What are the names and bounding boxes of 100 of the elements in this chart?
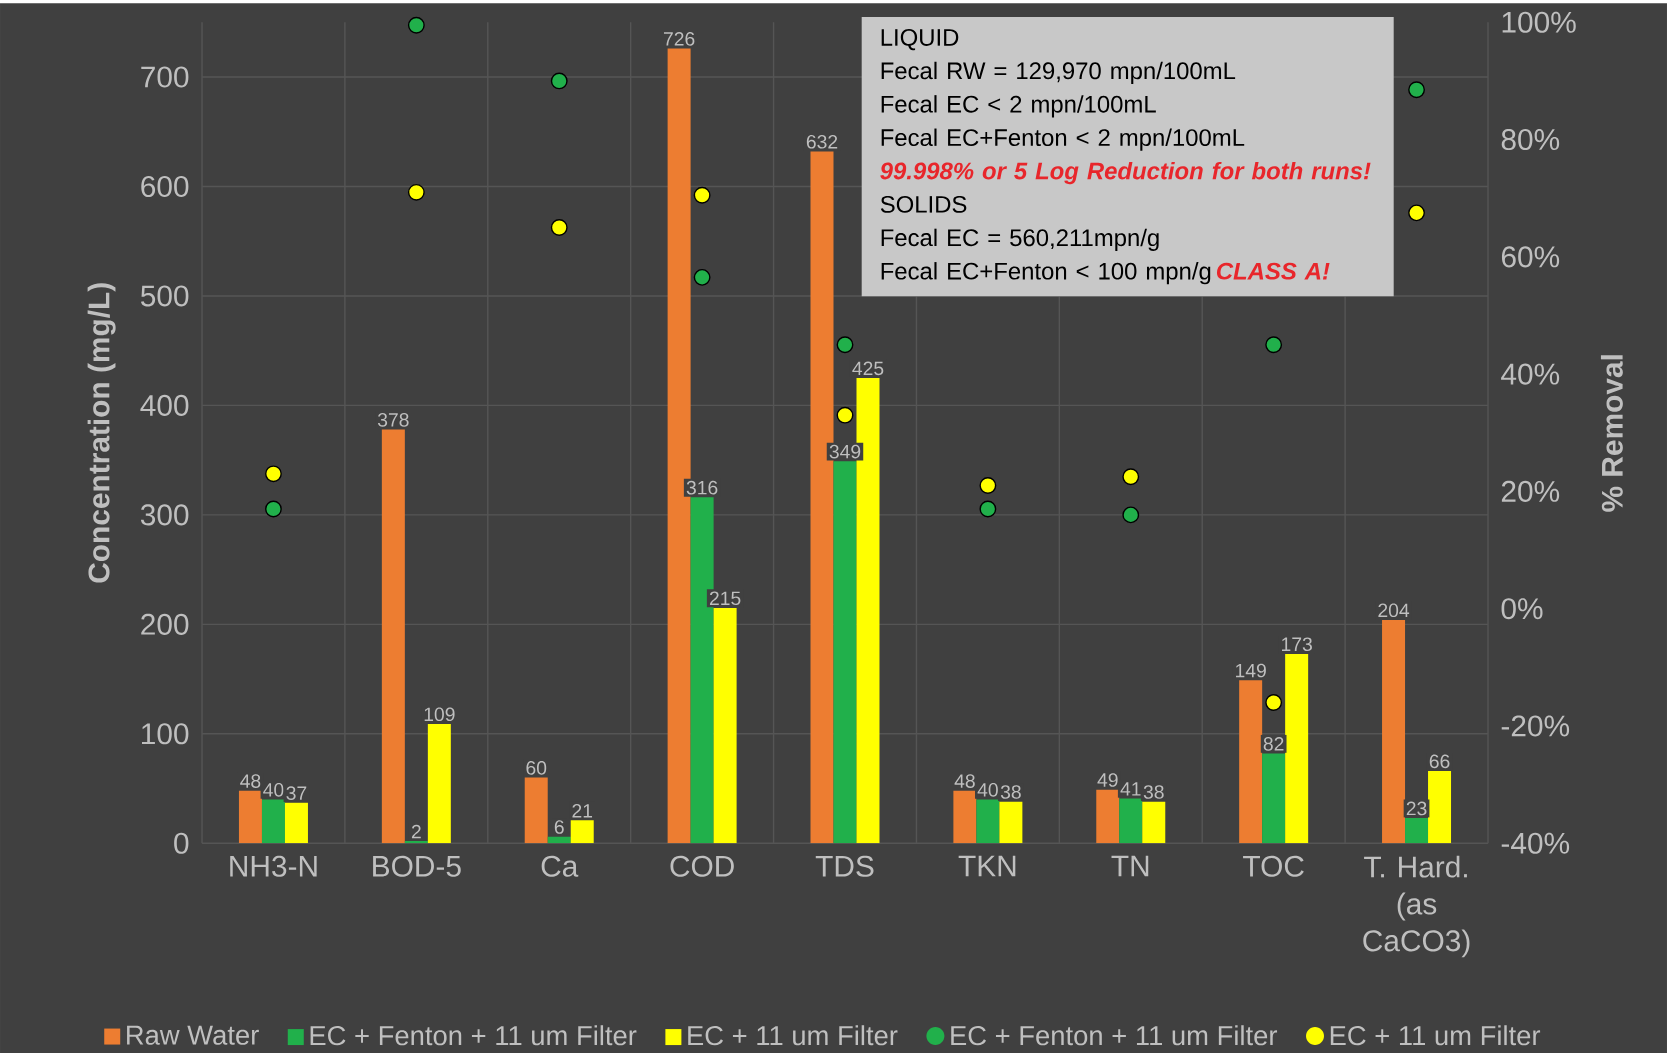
bar — [976, 799, 1000, 844]
data-label: 149 — [1236, 663, 1266, 678]
y-tick-label: 700 — [141, 66, 189, 88]
data-label: 40 — [263, 782, 284, 797]
point — [693, 268, 711, 286]
data-label: 349 — [829, 444, 861, 459]
data-label: 316 — [686, 480, 718, 495]
annotation: LIQUID — [881, 28, 959, 51]
x-tick-label: TKN — [958, 855, 1016, 877]
point — [1265, 336, 1283, 354]
y2-tick-label: 0% — [1501, 598, 1543, 620]
data-label: 215 — [709, 591, 741, 605]
annotation: Fecal EC = 560,211mpn/g — [881, 228, 1159, 251]
data-label: 66 — [1429, 754, 1450, 769]
bar — [404, 840, 428, 844]
y-tick-label: 200 — [141, 613, 189, 635]
data-label: 632 — [806, 134, 838, 149]
bar — [381, 429, 405, 844]
x-tick-label: Ca — [541, 855, 579, 877]
bar — [1142, 801, 1166, 844]
bar — [427, 723, 451, 844]
data-label: 6 — [554, 820, 564, 834]
bar — [1262, 753, 1286, 844]
bar — [1382, 619, 1406, 844]
point — [979, 476, 997, 494]
annotation: Fecal EC+Fenton < 2 mpn/100mL — [881, 128, 1245, 151]
point — [265, 500, 282, 518]
x-tick-label: T. Hard. (as CaCO3) — [1363, 855, 1470, 958]
y-tick-label: 500 — [140, 285, 189, 307]
y-tick-label: 400 — [140, 394, 189, 416]
bar — [999, 801, 1023, 844]
data-label: 40 — [977, 782, 998, 797]
point — [693, 186, 711, 204]
data-label: 48 — [954, 774, 975, 788]
data-label: 60 — [526, 760, 547, 775]
point — [836, 406, 854, 424]
annotation: Fecal EC < 2 mpn/100mL — [881, 95, 1156, 118]
point — [407, 16, 425, 34]
y-axis-title: Concentration (mg/L) — [87, 283, 116, 583]
data-label: 21 — [572, 803, 593, 818]
data-label: 204 — [1378, 603, 1410, 617]
point — [1408, 81, 1425, 99]
point — [550, 218, 568, 236]
annotation: SOLIDS — [880, 195, 967, 213]
data-label: 378 — [377, 412, 409, 427]
y2-tick-label: 20% — [1501, 480, 1560, 502]
point — [1265, 693, 1283, 711]
bar — [1405, 817, 1429, 844]
data-label: 726 — [663, 31, 695, 46]
y2-tick-label: 40% — [1501, 363, 1560, 385]
x-tick-label: COD — [670, 855, 734, 877]
legend-label: EC + 11 um Filter — [1330, 1025, 1541, 1046]
bar — [547, 836, 571, 844]
x-tick-label: TOC — [1243, 855, 1304, 877]
data-label: 173 — [1282, 637, 1312, 651]
data-label: 49 — [1097, 773, 1118, 787]
annotation: Fecal EC+Fenton < 100 mpn/g — [881, 261, 1211, 285]
y2-tick-label: 80% — [1501, 128, 1560, 150]
annotation: CLASS A! — [1216, 262, 1330, 280]
data-label: 23 — [1406, 801, 1427, 816]
y2-tick-label: 100% — [1502, 11, 1576, 33]
x-tick-label: TN — [1111, 855, 1149, 877]
y2-tick-label: -40% — [1501, 832, 1570, 854]
x-tick-label: TDS — [815, 855, 874, 877]
data-label: 38 — [1143, 785, 1164, 799]
point — [1408, 204, 1425, 222]
annotation: Fecal RW = 129,970 mpn/100mL — [881, 61, 1236, 84]
y-tick-label: 0 — [174, 832, 189, 854]
point — [550, 72, 568, 90]
point — [407, 183, 425, 201]
bar — [524, 777, 548, 844]
y-tick-label: 100 — [142, 723, 189, 745]
bar — [570, 820, 594, 844]
data-label: 38 — [1000, 785, 1021, 799]
point — [265, 465, 282, 483]
bar — [1119, 798, 1143, 844]
x-tick-label: BOD-5 — [373, 855, 461, 877]
point — [836, 336, 854, 354]
x-tick-label: NH3-N — [230, 855, 317, 877]
y-tick-label: 600 — [141, 175, 189, 197]
data-label: 48 — [240, 774, 261, 788]
data-label: 2 — [411, 824, 421, 839]
data-label: 109 — [424, 707, 455, 721]
data-label: 425 — [852, 361, 884, 376]
data-label: 82 — [1263, 736, 1284, 751]
bar — [713, 607, 737, 844]
point — [1122, 468, 1140, 486]
bar — [833, 461, 857, 844]
point — [979, 500, 997, 518]
legend-label: EC + Fenton + 11 um Filter — [310, 1025, 637, 1046]
data-label: 37 — [286, 786, 307, 800]
bar — [261, 799, 285, 844]
annotation: 99.998% or 5 Log Reduction for both runs! — [880, 161, 1371, 185]
legend-label: Raw Water — [127, 1025, 259, 1045]
y2-axis-title: % Removal — [1600, 355, 1623, 512]
legend-label: EC + 11 um Filter — [688, 1025, 898, 1046]
y2-tick-label: -20% — [1501, 715, 1570, 737]
legend-label: EC + Fenton + 11 um Filter — [951, 1025, 1278, 1046]
bar — [284, 802, 308, 844]
bar — [1428, 770, 1452, 844]
